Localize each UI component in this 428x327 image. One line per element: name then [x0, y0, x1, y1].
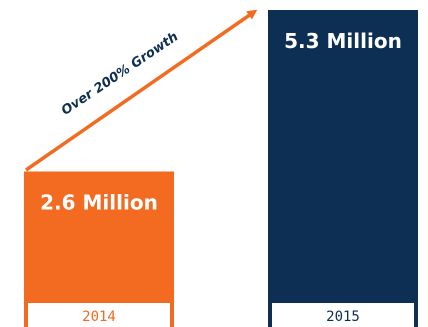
category-label-box-2015 — [272, 303, 414, 327]
bar-value-label-2015: 5.3 Million — [284, 29, 402, 53]
bar-value-label-2014: 2.6 Million — [40, 190, 158, 214]
bar-2015 — [268, 10, 418, 327]
growth-arrow-icon — [25, 9, 258, 172]
bar-2014 — [24, 171, 174, 327]
category-label-2015: 2015 — [326, 309, 360, 325]
category-label-box-2014 — [28, 303, 170, 327]
category-label-2014: 2014 — [82, 309, 116, 325]
